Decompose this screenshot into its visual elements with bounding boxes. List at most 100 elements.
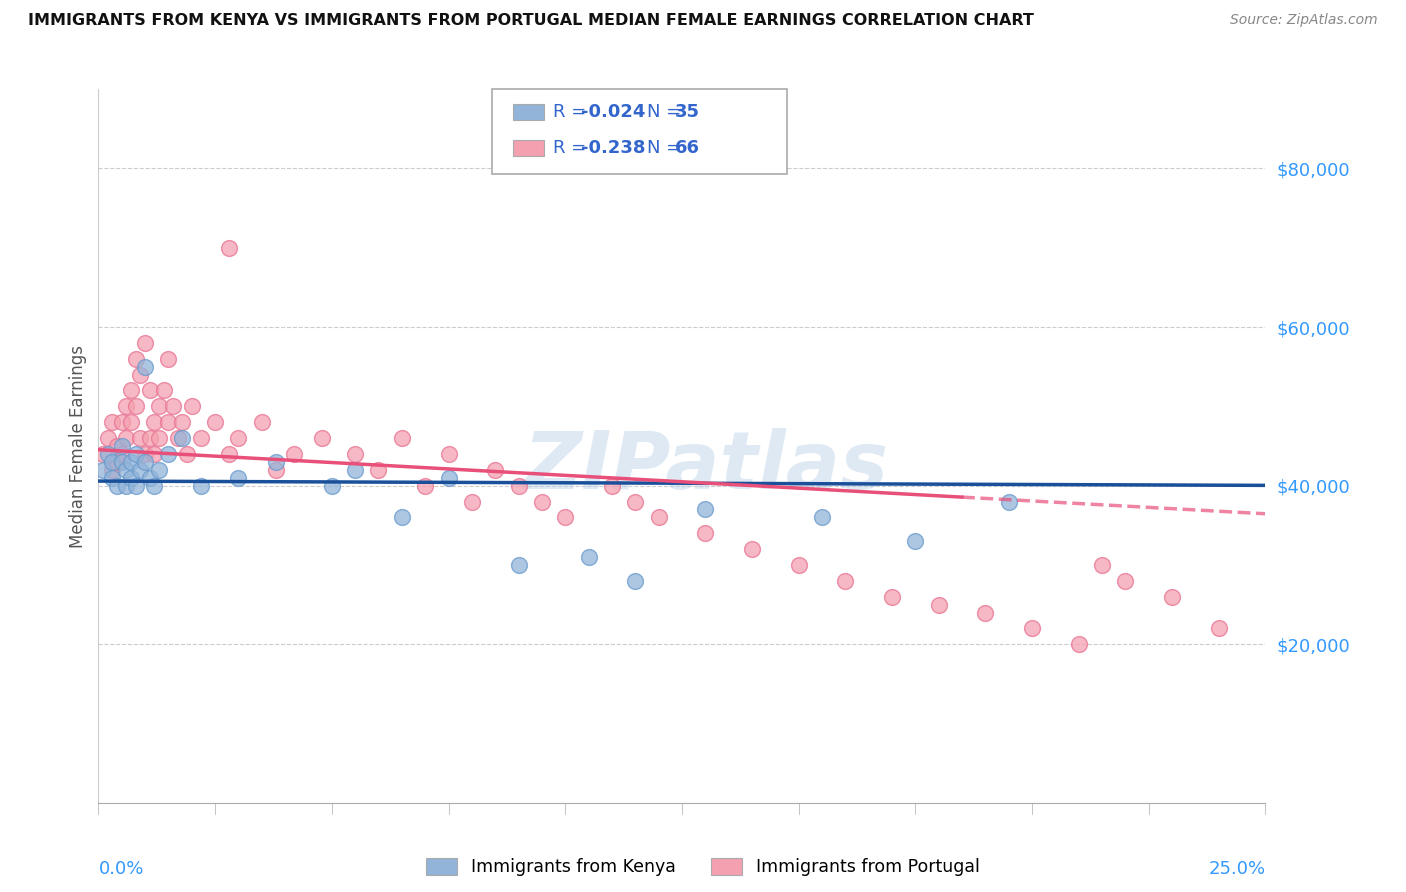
Point — [97, 447, 120, 461]
Point — [1067, 637, 1090, 651]
Point — [157, 415, 180, 429]
Point — [204, 415, 226, 429]
Point — [647, 510, 669, 524]
Point — [176, 447, 198, 461]
Point — [152, 384, 174, 398]
Point — [157, 447, 180, 461]
Point — [1161, 590, 1184, 604]
Point — [115, 478, 138, 492]
Point — [157, 351, 180, 366]
Point — [172, 415, 194, 429]
Point — [228, 471, 250, 485]
Point — [125, 351, 148, 366]
Point — [143, 415, 166, 429]
Point — [120, 471, 142, 485]
Point — [741, 542, 763, 557]
Legend: Immigrants from Kenya, Immigrants from Portugal: Immigrants from Kenya, Immigrants from P… — [419, 851, 987, 883]
Point — [180, 400, 202, 414]
Text: N =: N = — [647, 103, 686, 121]
Point — [218, 447, 240, 461]
Point — [391, 510, 413, 524]
Point — [120, 384, 142, 398]
Point — [437, 447, 460, 461]
Point — [111, 439, 134, 453]
Text: R =: R = — [553, 103, 592, 121]
Text: 35: 35 — [675, 103, 700, 121]
Point — [695, 502, 717, 516]
Point — [129, 368, 152, 382]
Point — [1091, 558, 1114, 572]
Point — [139, 471, 162, 485]
Point — [264, 463, 287, 477]
Text: 66: 66 — [675, 139, 700, 157]
Point — [101, 471, 124, 485]
Point — [125, 447, 148, 461]
Point — [1021, 621, 1043, 635]
Point — [148, 463, 170, 477]
Point — [344, 447, 367, 461]
Point — [1114, 574, 1136, 588]
Point — [166, 431, 188, 445]
Point — [129, 463, 152, 477]
Point — [367, 463, 389, 477]
Point — [115, 463, 138, 477]
Point — [283, 447, 305, 461]
Point — [190, 478, 212, 492]
Point — [321, 478, 343, 492]
Point — [125, 478, 148, 492]
Point — [834, 574, 856, 588]
Point — [148, 400, 170, 414]
Text: IMMIGRANTS FROM KENYA VS IMMIGRANTS FROM PORTUGAL MEDIAN FEMALE EARNINGS CORRELA: IMMIGRANTS FROM KENYA VS IMMIGRANTS FROM… — [28, 13, 1033, 29]
Point — [1208, 621, 1230, 635]
Point — [250, 415, 273, 429]
Point — [264, 455, 287, 469]
Text: Source: ZipAtlas.com: Source: ZipAtlas.com — [1230, 13, 1378, 28]
Point — [484, 463, 506, 477]
Point — [600, 478, 623, 492]
Point — [105, 455, 128, 469]
Point — [105, 439, 128, 453]
Point — [218, 241, 240, 255]
Text: 25.0%: 25.0% — [1208, 860, 1265, 878]
Point — [139, 431, 162, 445]
Point — [111, 447, 134, 461]
Point — [530, 494, 553, 508]
Point — [111, 415, 134, 429]
Point — [115, 431, 138, 445]
Point — [101, 455, 124, 469]
Point — [134, 335, 156, 350]
Point — [134, 447, 156, 461]
Point — [880, 590, 903, 604]
Point — [461, 494, 484, 508]
Point — [344, 463, 367, 477]
Text: -0.024: -0.024 — [581, 103, 645, 121]
Point — [508, 478, 530, 492]
Point — [101, 463, 124, 477]
Point — [134, 359, 156, 374]
Text: R =: R = — [553, 139, 592, 157]
Point — [125, 400, 148, 414]
Point — [391, 431, 413, 445]
Point — [134, 455, 156, 469]
Point — [101, 415, 124, 429]
Point — [190, 431, 212, 445]
Point — [129, 431, 152, 445]
Point — [97, 431, 120, 445]
Point — [120, 415, 142, 429]
Point — [111, 455, 134, 469]
Point — [162, 400, 184, 414]
Point — [228, 431, 250, 445]
Point — [437, 471, 460, 485]
Point — [508, 558, 530, 572]
Point — [928, 598, 950, 612]
Point — [413, 478, 436, 492]
Point — [974, 606, 997, 620]
Point — [997, 494, 1019, 508]
Point — [115, 400, 138, 414]
Point — [311, 431, 333, 445]
Text: 0.0%: 0.0% — [98, 860, 143, 878]
Point — [148, 431, 170, 445]
Point — [811, 510, 834, 524]
Text: -0.238: -0.238 — [581, 139, 645, 157]
Text: ZIPatlas: ZIPatlas — [523, 428, 887, 507]
